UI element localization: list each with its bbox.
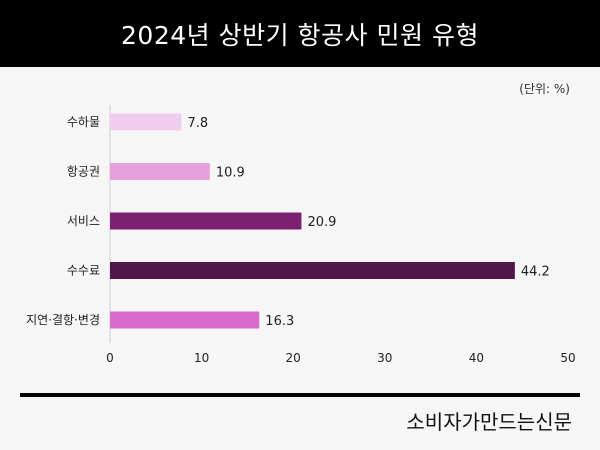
category-label: 항공권 <box>67 165 100 179</box>
value-label: 10.9 <box>216 166 245 181</box>
source-label: 소비자가만드는신문 <box>406 410 572 434</box>
x-tick-label: 20 <box>286 351 301 365</box>
footer-divider <box>20 393 580 397</box>
category-label: 수수료 <box>67 264 100 278</box>
unit-note: (단위: %) <box>519 82 570 96</box>
bar <box>110 262 515 279</box>
category-label: 지연·결항·변경 <box>26 313 100 327</box>
x-tick-label: 10 <box>194 351 209 365</box>
bar <box>110 212 302 230</box>
x-tick-label: 30 <box>377 351 392 365</box>
x-tick-label: 0 <box>106 351 114 365</box>
bar <box>110 163 210 180</box>
bar <box>110 113 182 131</box>
value-label: 20.9 <box>307 215 336 230</box>
x-tick-label: 50 <box>560 351 575 365</box>
bar <box>110 311 260 329</box>
x-tick-label: 40 <box>469 351 484 365</box>
value-label: 16.3 <box>265 314 294 329</box>
chart-title: 2024년 상반기 항공사 민원 유형 <box>0 0 600 67</box>
category-label: 수하물 <box>67 115 100 129</box>
value-label: 7.8 <box>187 116 208 131</box>
value-label: 44.2 <box>521 265 550 280</box>
category-label: 서비스 <box>67 214 100 228</box>
